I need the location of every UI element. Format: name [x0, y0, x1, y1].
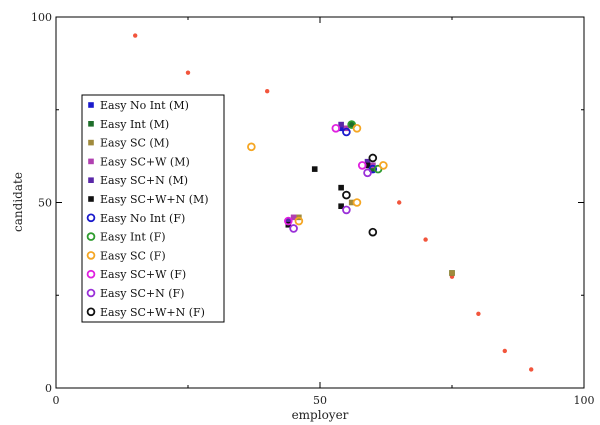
- data-point: [352, 198, 362, 207]
- data-point: [370, 166, 376, 172]
- legend-label: Easy No Int (M): [100, 99, 189, 112]
- data-point: [357, 161, 367, 170]
- data-point: [352, 124, 362, 133]
- legend-label: Easy SC+W (M): [100, 155, 190, 168]
- y-tick-label: 0: [45, 382, 52, 395]
- y-tick-label: 50: [38, 197, 52, 210]
- legend: Easy No Int (M) Easy Int (M) Easy SC (M) Ea…: [81, 94, 225, 323]
- axis-ticks: 0 50 100 0 50 100: [31, 11, 595, 407]
- data-point: [368, 153, 378, 163]
- data-point: [348, 121, 355, 128]
- legend-label: Easy SC+W+N (M): [100, 193, 209, 206]
- data-point: [290, 214, 297, 221]
- data-point: [364, 162, 371, 169]
- legend-label: Easy SC (F): [100, 249, 166, 262]
- data-point: [364, 158, 371, 165]
- data-point: [338, 203, 344, 210]
- data-point: [348, 199, 355, 206]
- x-tick-label: 50: [313, 394, 327, 407]
- data-point: [379, 161, 388, 170]
- legend-marker: [86, 269, 96, 279]
- data-point: [285, 218, 292, 224]
- data-point: [449, 270, 455, 276]
- data-point: [311, 166, 318, 172]
- data-point: [289, 224, 298, 233]
- data-point: [294, 216, 304, 226]
- legend-marker: [88, 177, 94, 183]
- legend-marker: [86, 213, 96, 223]
- legend-marker: [86, 232, 96, 241]
- x-axis-title: employer: [292, 408, 349, 422]
- data-point: [363, 168, 372, 178]
- legend-label: Easy Int (F): [100, 231, 166, 244]
- data-point: [342, 205, 351, 215]
- x-tick-label: 100: [574, 394, 595, 407]
- data-point: [247, 142, 256, 152]
- legend-marker: [88, 196, 94, 202]
- reference-point: [397, 200, 402, 205]
- legend-marker: [88, 158, 94, 165]
- reference-point: [423, 237, 428, 242]
- reference-point: [133, 33, 138, 38]
- legend-marker: [86, 307, 96, 317]
- x-tick-label: 0: [53, 394, 60, 407]
- data-point: [284, 216, 293, 226]
- reference-point: [502, 348, 507, 354]
- legend-label: Easy SC+N (F): [100, 287, 184, 300]
- reference-point: [476, 311, 481, 316]
- data-point: [368, 227, 378, 237]
- data-point: [338, 184, 344, 191]
- data-point: [331, 124, 341, 133]
- legend-label: Easy Int (M): [100, 118, 169, 131]
- legend-label: Easy No Int (F): [100, 212, 185, 225]
- legend-label: Easy SC+W+N (F): [100, 306, 205, 319]
- legend-marker: [88, 102, 94, 108]
- data-point: [342, 127, 351, 137]
- y-tick-label: 100: [31, 11, 52, 24]
- legend-label: Easy SC (M): [100, 137, 169, 150]
- y-axis-title: candidate: [11, 172, 25, 232]
- legend-box: [81, 94, 225, 323]
- data-point: [338, 125, 344, 132]
- legend-marker: [88, 121, 94, 127]
- series-points: [247, 120, 455, 276]
- legend-marker: [88, 139, 94, 146]
- reference-point: [529, 367, 534, 372]
- reference-point: [185, 70, 191, 75]
- data-point: [338, 121, 344, 128]
- legend-label: Easy SC+N (M): [100, 174, 188, 187]
- legend-label: Easy SC+W (F): [100, 268, 186, 281]
- data-point: [342, 190, 351, 200]
- legend-marker: [86, 288, 96, 298]
- reference-point: [265, 89, 270, 94]
- legend-marker: [86, 251, 96, 260]
